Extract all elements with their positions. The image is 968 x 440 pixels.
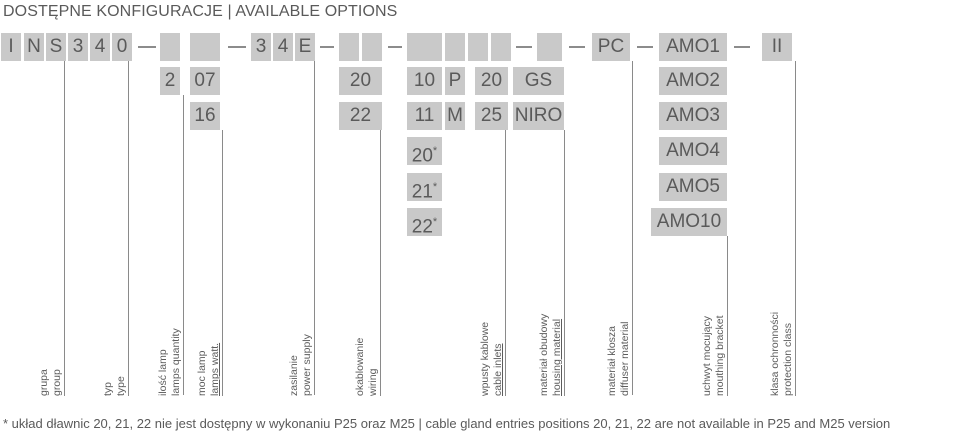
code-char-3b: 3 [251,33,271,61]
separator-dash [569,46,585,48]
option-mounting-bracket: AMO2 [659,67,727,95]
connector-line-type [128,61,129,396]
option-lamps-watt: 07 [190,67,220,95]
connector-line-lamps-quantity [183,95,184,395]
label-lamps-watt: moc lamp lamps watt. [196,342,221,396]
connector-line-lamps-watt [222,130,223,396]
option-mounting-bracket: AMO10 [651,208,727,236]
option-mounting-bracket: AMO5 [659,173,727,201]
code-char-e: E [295,33,315,61]
label-group: grupa group [38,369,63,396]
code-char-0: 0 [112,33,132,61]
separator-dash [138,46,156,48]
label-mounting-bracket: uchwyt mocujący mouthing bracket [701,315,726,396]
page-title: DOSTĘPNE KONFIGURACJE | AVAILABLE OPTION… [3,3,398,20]
footnote: * układ dławnic 20, 21, 22 nie jest dost… [3,416,891,431]
code-char-n: N [24,33,44,61]
slot-wiring-1 [339,33,359,61]
connector-line-cable-inlets [505,130,506,396]
label-protection-class: klasa ochronności protection class [769,311,794,396]
code-char-i: I [1,33,21,61]
option-cable-inlets-type: M [445,102,465,130]
slot-cable-inlets-type [445,33,465,61]
connector-line-power-supply [314,61,315,395]
label-type: typ type [102,376,127,396]
slot-cable-inlets-pos [407,33,442,61]
code-pc: PC [592,33,630,61]
connector-line-wiring [380,130,381,396]
separator-dash [320,46,334,48]
separator-dash [388,46,402,48]
slot-lamps-watt [190,33,220,61]
code-char-4: 4 [90,33,110,61]
option-lamps-quantity: 2 [160,67,180,95]
option-cable-inlets-pos: 20* [407,137,442,166]
separator-dash [637,46,653,48]
option-cable-inlets-pos: 10 [407,67,442,95]
option-cable-inlets-pos: 21* [407,173,442,202]
connector-line-group [64,61,65,396]
connector-line-mounting-bracket [727,236,728,396]
label-housing-material: materiał obudowy housing material [538,313,563,396]
slot-cable-inlets-size-2 [491,33,511,61]
code-amo1: AMO1 [659,33,727,61]
option-housing-material: GS [513,67,564,95]
slot-cable-inlets-size-1 [468,33,488,61]
label-lamps-quantity: ilość lamp lamps quantity [157,328,182,396]
option-mounting-bracket: AMO4 [659,137,727,165]
label-diffuser-material: materiał klosza diffuser material [606,321,631,396]
label-wiring: okablowanie wiring [354,337,379,396]
code-char-4b: 4 [273,33,293,61]
option-wiring: 22 [339,102,382,130]
separator-dash [734,46,750,48]
option-cable-inlets-pos: 22* [407,208,442,237]
option-lamps-watt: 16 [190,102,220,130]
slot-lamps-quantity [160,33,180,61]
connector-line-housing-material [564,130,565,396]
separator-dash [516,46,532,48]
option-mounting-bracket: AMO3 [659,102,727,130]
label-power-supply: zasilanie power supply [288,334,313,396]
connector-line-protection-class [795,61,796,396]
connector-line-diffuser-material [632,61,633,395]
label-cable-inlets: wpusty kablowe cable inlets [479,321,504,396]
option-wiring: 20 [339,67,382,95]
option-cable-inlets-size: 25 [475,102,508,130]
option-cable-inlets-type: P [445,67,465,95]
separator-dash [228,46,246,48]
option-cable-inlets-pos: 11 [407,102,442,130]
option-housing-material: NIRO [513,102,564,130]
code-char-3: 3 [68,33,88,61]
slot-housing-material [537,33,562,61]
slot-wiring-2 [362,33,382,61]
code-char-s: S [46,33,66,61]
option-cable-inlets-size: 20 [475,67,508,95]
code-class-ii: II [762,33,792,61]
